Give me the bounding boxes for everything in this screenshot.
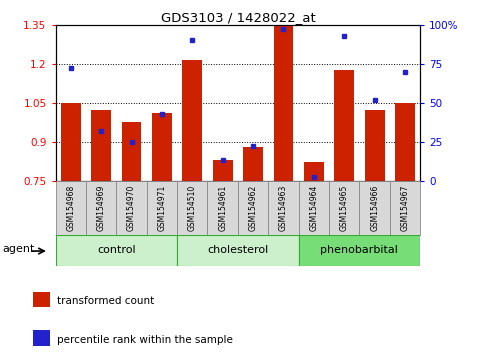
Bar (334, 70, 354, 181)
Text: GSM154969: GSM154969 (97, 185, 106, 231)
Bar (177, 181, 208, 235)
Text: GSM154970: GSM154970 (127, 185, 136, 231)
Bar (56, 235, 177, 266)
Title: GDS3103 / 1428022_at: GDS3103 / 1428022_at (160, 11, 315, 24)
Text: transformed count: transformed count (57, 296, 155, 306)
Text: phenobarbital: phenobarbital (321, 245, 398, 256)
Bar (359, 181, 390, 235)
Text: GSM154967: GSM154967 (400, 185, 410, 231)
Bar (298, 235, 420, 266)
Bar (390, 181, 420, 235)
Text: GSM154965: GSM154965 (340, 185, 349, 231)
Bar (33, 292, 50, 307)
Text: GSM154971: GSM154971 (157, 185, 167, 231)
Text: GSM154510: GSM154510 (188, 185, 197, 231)
Bar (329, 181, 359, 235)
Bar (152, 113, 172, 181)
Text: GSM154963: GSM154963 (279, 185, 288, 231)
Text: GSM154964: GSM154964 (309, 185, 318, 231)
Bar (147, 181, 177, 235)
Text: GSM154962: GSM154962 (249, 185, 257, 231)
Bar (268, 181, 298, 235)
Bar (116, 181, 147, 235)
Bar (177, 235, 298, 266)
Text: agent: agent (3, 244, 35, 254)
Bar (56, 181, 86, 235)
Bar (86, 181, 116, 235)
Bar (183, 60, 202, 181)
Bar (298, 181, 329, 235)
Text: cholesterol: cholesterol (207, 245, 269, 256)
Bar (243, 147, 263, 181)
Bar (365, 110, 384, 181)
Bar (122, 122, 142, 181)
Bar (273, 25, 293, 181)
Bar (213, 160, 232, 181)
Text: percentile rank within the sample: percentile rank within the sample (57, 335, 233, 344)
Bar (238, 181, 268, 235)
Bar (91, 110, 111, 181)
Text: GSM154961: GSM154961 (218, 185, 227, 231)
Bar (304, 162, 324, 181)
Text: GSM154968: GSM154968 (66, 185, 75, 231)
Bar (208, 181, 238, 235)
Text: GSM154966: GSM154966 (370, 185, 379, 231)
Bar (61, 103, 81, 181)
Bar (33, 330, 50, 346)
Text: control: control (97, 245, 136, 256)
Bar (395, 103, 415, 181)
